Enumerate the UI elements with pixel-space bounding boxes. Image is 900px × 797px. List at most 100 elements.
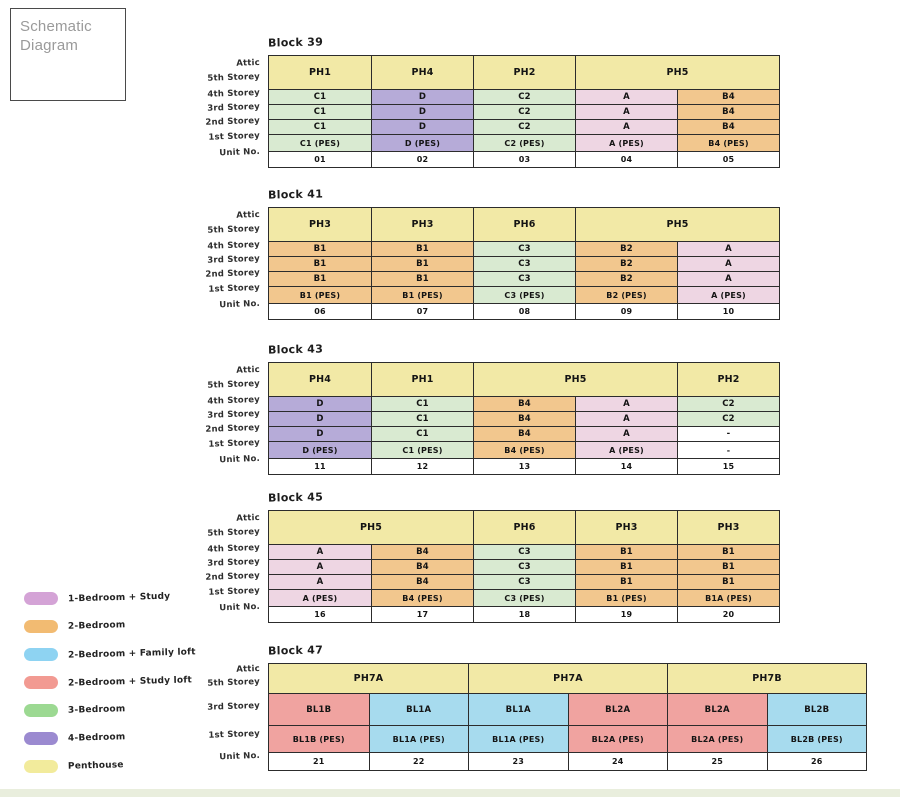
unit-number-cell: 25 bbox=[667, 753, 767, 770]
unit-type-cell: A bbox=[575, 412, 677, 426]
unit-number-cell: 26 bbox=[766, 753, 866, 770]
legend-swatch bbox=[24, 676, 58, 689]
unit-type-cell: C1 bbox=[371, 427, 473, 441]
unit-number-cell: 23 bbox=[468, 753, 568, 770]
storey-row: A B4 C3 B1 B1 bbox=[269, 544, 779, 559]
unit-type-cell: A bbox=[575, 105, 677, 119]
unit-type-cell: B4 bbox=[473, 427, 575, 441]
pes-cell: A (PES) bbox=[575, 442, 677, 458]
block-title: Block 41 bbox=[267, 187, 324, 202]
unit-type-cell: B1 bbox=[269, 257, 371, 271]
storey-label: 5th Storey bbox=[207, 379, 261, 392]
penthouse-cell: PH3 bbox=[269, 208, 371, 241]
block-table: PH3 PH3 PH6 PH5 B1 B1 C3 B2 A B1 B1 C3 B2 A B1 B1 C3 B2 A B… bbox=[268, 207, 780, 320]
unit-type-cell: B1 bbox=[371, 272, 473, 286]
unit-number-cell: 20 bbox=[677, 607, 779, 622]
unit-type-cell: B4 bbox=[473, 412, 575, 426]
pes-cell: C3 (PES) bbox=[473, 287, 575, 303]
penthouse-cell: PH7B bbox=[667, 664, 866, 693]
legend-label: 2-Bedroom + Family loft bbox=[67, 647, 196, 661]
unit-type-cell: C1 bbox=[269, 120, 371, 134]
unit-type-cell: C2 bbox=[473, 120, 575, 134]
legend-swatch bbox=[24, 732, 58, 745]
legend-item: 2-Bedroom bbox=[24, 620, 244, 636]
storey-label: Attic bbox=[236, 209, 261, 221]
pes-cell: BL1B (PES) bbox=[269, 726, 369, 752]
block-title: Block 43 bbox=[267, 342, 324, 357]
unit-number-cell: 11 bbox=[269, 459, 371, 474]
storey-label: 5th Storey bbox=[207, 72, 261, 85]
legend-swatch bbox=[24, 648, 58, 661]
unit-type-cell: B1 bbox=[575, 575, 677, 589]
unit-type-cell: - bbox=[677, 427, 779, 441]
unit-type-cell: C3 bbox=[473, 575, 575, 589]
pes-cell: - bbox=[677, 442, 779, 458]
unit-number-cell: 14 bbox=[575, 459, 677, 474]
block-title: Block 45 bbox=[267, 490, 324, 505]
penthouse-cell: PH5 bbox=[575, 208, 779, 241]
storey-row: B1 B1 C3 B2 A bbox=[269, 256, 779, 271]
pes-cell: C1 (PES) bbox=[371, 442, 473, 458]
pes-cell: B1A (PES) bbox=[677, 590, 779, 606]
pes-row: D (PES) C1 (PES) B4 (PES) A (PES) - bbox=[269, 441, 779, 458]
penthouse-cell: PH5 bbox=[473, 363, 677, 396]
block-title: Block 39 bbox=[267, 35, 324, 50]
unit-type-cell: B1 bbox=[575, 545, 677, 559]
block-table: PH5 PH6 PH3 PH3 A B4 C3 B1 B1 A B4 C3 B1 B1 A B4 C3 B1 B1 A… bbox=[268, 510, 780, 623]
legend-item: 2-Bedroom + Study loft bbox=[24, 675, 244, 692]
storey-row: C1 D C2 A B4 bbox=[269, 119, 779, 134]
pes-cell: B1 (PES) bbox=[269, 287, 371, 303]
legend-label: 3-Bedroom bbox=[67, 704, 126, 716]
storey-label: 3rd Storey bbox=[207, 556, 261, 569]
unit-type-cell: B1 bbox=[575, 560, 677, 574]
storey-label: 3rd Storey bbox=[207, 101, 261, 114]
pes-cell: B4 (PES) bbox=[473, 442, 575, 458]
storey-row: A B4 C3 B1 B1 bbox=[269, 559, 779, 574]
unit-number-cell: 22 bbox=[368, 753, 468, 770]
legend-label: 2-Bedroom + Study loft bbox=[67, 675, 193, 689]
unit-type-cell: B1 bbox=[677, 575, 779, 589]
unit-type-cell: B1 bbox=[269, 272, 371, 286]
storey-row: D C1 B4 A - bbox=[269, 426, 779, 441]
unit-type-cell: C2 bbox=[473, 105, 575, 119]
unit-number-cell: 15 bbox=[677, 459, 779, 474]
penthouse-cell: PH3 bbox=[371, 208, 473, 241]
unit-type-cell: A bbox=[575, 120, 677, 134]
legend-label: 2-Bedroom bbox=[67, 620, 126, 632]
penthouse-cell: PH2 bbox=[473, 56, 575, 89]
block-table: PH1 PH4 PH2 PH5 C1 D C2 A B4 C1 D C2 A B4 C1 D C2 A B4 C1 (… bbox=[268, 55, 780, 168]
unit-type-cell: A bbox=[575, 90, 677, 104]
storey-label: 2nd Storey bbox=[205, 267, 261, 280]
unit-number-cell: 24 bbox=[567, 753, 667, 770]
pes-cell: BL1A (PES) bbox=[468, 726, 568, 752]
legend-item: 3-Bedroom bbox=[24, 704, 244, 720]
unit-number-cell: 07 bbox=[371, 304, 473, 319]
unit-type-cell: B4 bbox=[371, 560, 473, 574]
penthouse-row: PH7A PH7A PH7B bbox=[269, 664, 866, 693]
storey-row: BL1B BL1A BL1A BL2A BL2A BL2B bbox=[269, 693, 866, 725]
pes-cell: BL2B (PES) bbox=[766, 726, 866, 752]
storey-label: Attic bbox=[236, 512, 261, 524]
pes-cell: BL1A (PES) bbox=[368, 726, 468, 752]
unit-number-cell: 09 bbox=[575, 304, 677, 319]
storey-label: 1st Storey bbox=[208, 437, 261, 450]
pes-cell: C3 (PES) bbox=[473, 590, 575, 606]
unit-type-cell: B4 bbox=[677, 105, 779, 119]
penthouse-cell: PH5 bbox=[269, 511, 473, 544]
unit-type-cell: B2 bbox=[575, 272, 677, 286]
pes-row: BL1B (PES) BL1A (PES) BL1A (PES) BL2A (PES)… bbox=[269, 725, 866, 752]
pes-cell: D (PES) bbox=[269, 442, 371, 458]
unit-number-cell: 21 bbox=[269, 753, 369, 770]
unit-type-cell: A bbox=[575, 397, 677, 411]
legend-item: Penthouse bbox=[24, 760, 244, 776]
unit-type-cell: C1 bbox=[269, 105, 371, 119]
unit-type-cell: B4 bbox=[473, 397, 575, 411]
block-table: PH4 PH1 PH5 PH2 D C1 B4 A C2 D C1 B4 A C2 D C1 B4 A - D (PE… bbox=[268, 362, 780, 475]
penthouse-cell: PH7A bbox=[269, 664, 468, 693]
unit-number-cell: 10 bbox=[677, 304, 779, 319]
pes-cell: B1 (PES) bbox=[371, 287, 473, 303]
unit-type-cell: B4 bbox=[371, 545, 473, 559]
pes-cell: A (PES) bbox=[269, 590, 371, 606]
block-table: PH7A PH7A PH7B BL1B BL1A BL1A BL2A BL2A BL2B BL1B… bbox=[268, 663, 867, 771]
penthouse-cell: PH3 bbox=[677, 511, 779, 544]
